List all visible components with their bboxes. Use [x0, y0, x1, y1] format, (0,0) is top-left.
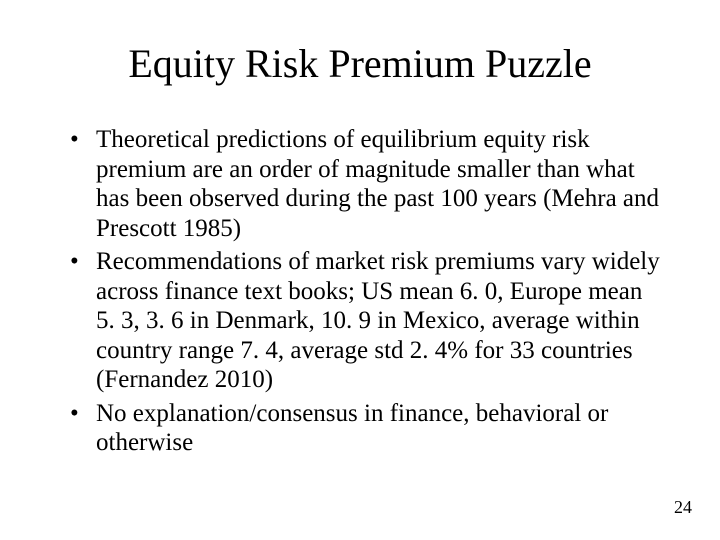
list-item: Theoretical predictions of equilibrium e… [70, 125, 660, 243]
slide-title: Equity Risk Premium Puzzle [50, 40, 670, 87]
list-item: No explanation/consensus in finance, beh… [70, 399, 660, 458]
bullet-list: Theoretical predictions of equilibrium e… [50, 125, 670, 458]
slide: Equity Risk Premium Puzzle Theoretical p… [0, 0, 720, 540]
list-item: Recommendations of market risk premiums … [70, 247, 660, 395]
page-number: 24 [674, 497, 692, 518]
